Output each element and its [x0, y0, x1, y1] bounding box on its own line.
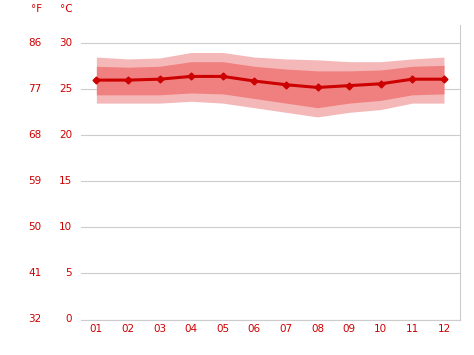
Text: 32: 32 [28, 315, 42, 324]
Text: °C: °C [60, 4, 72, 14]
Text: 50: 50 [28, 223, 42, 233]
Text: 30: 30 [59, 38, 72, 48]
Text: 15: 15 [59, 176, 72, 186]
Text: 20: 20 [59, 130, 72, 140]
Text: 68: 68 [28, 130, 42, 140]
Text: 41: 41 [28, 268, 42, 278]
Text: °F: °F [30, 4, 42, 14]
Text: 0: 0 [66, 315, 72, 324]
Text: 10: 10 [59, 223, 72, 233]
Text: 25: 25 [59, 84, 72, 94]
Text: 59: 59 [28, 176, 42, 186]
Text: 5: 5 [65, 268, 72, 278]
Text: 77: 77 [28, 84, 42, 94]
Text: 86: 86 [28, 38, 42, 48]
